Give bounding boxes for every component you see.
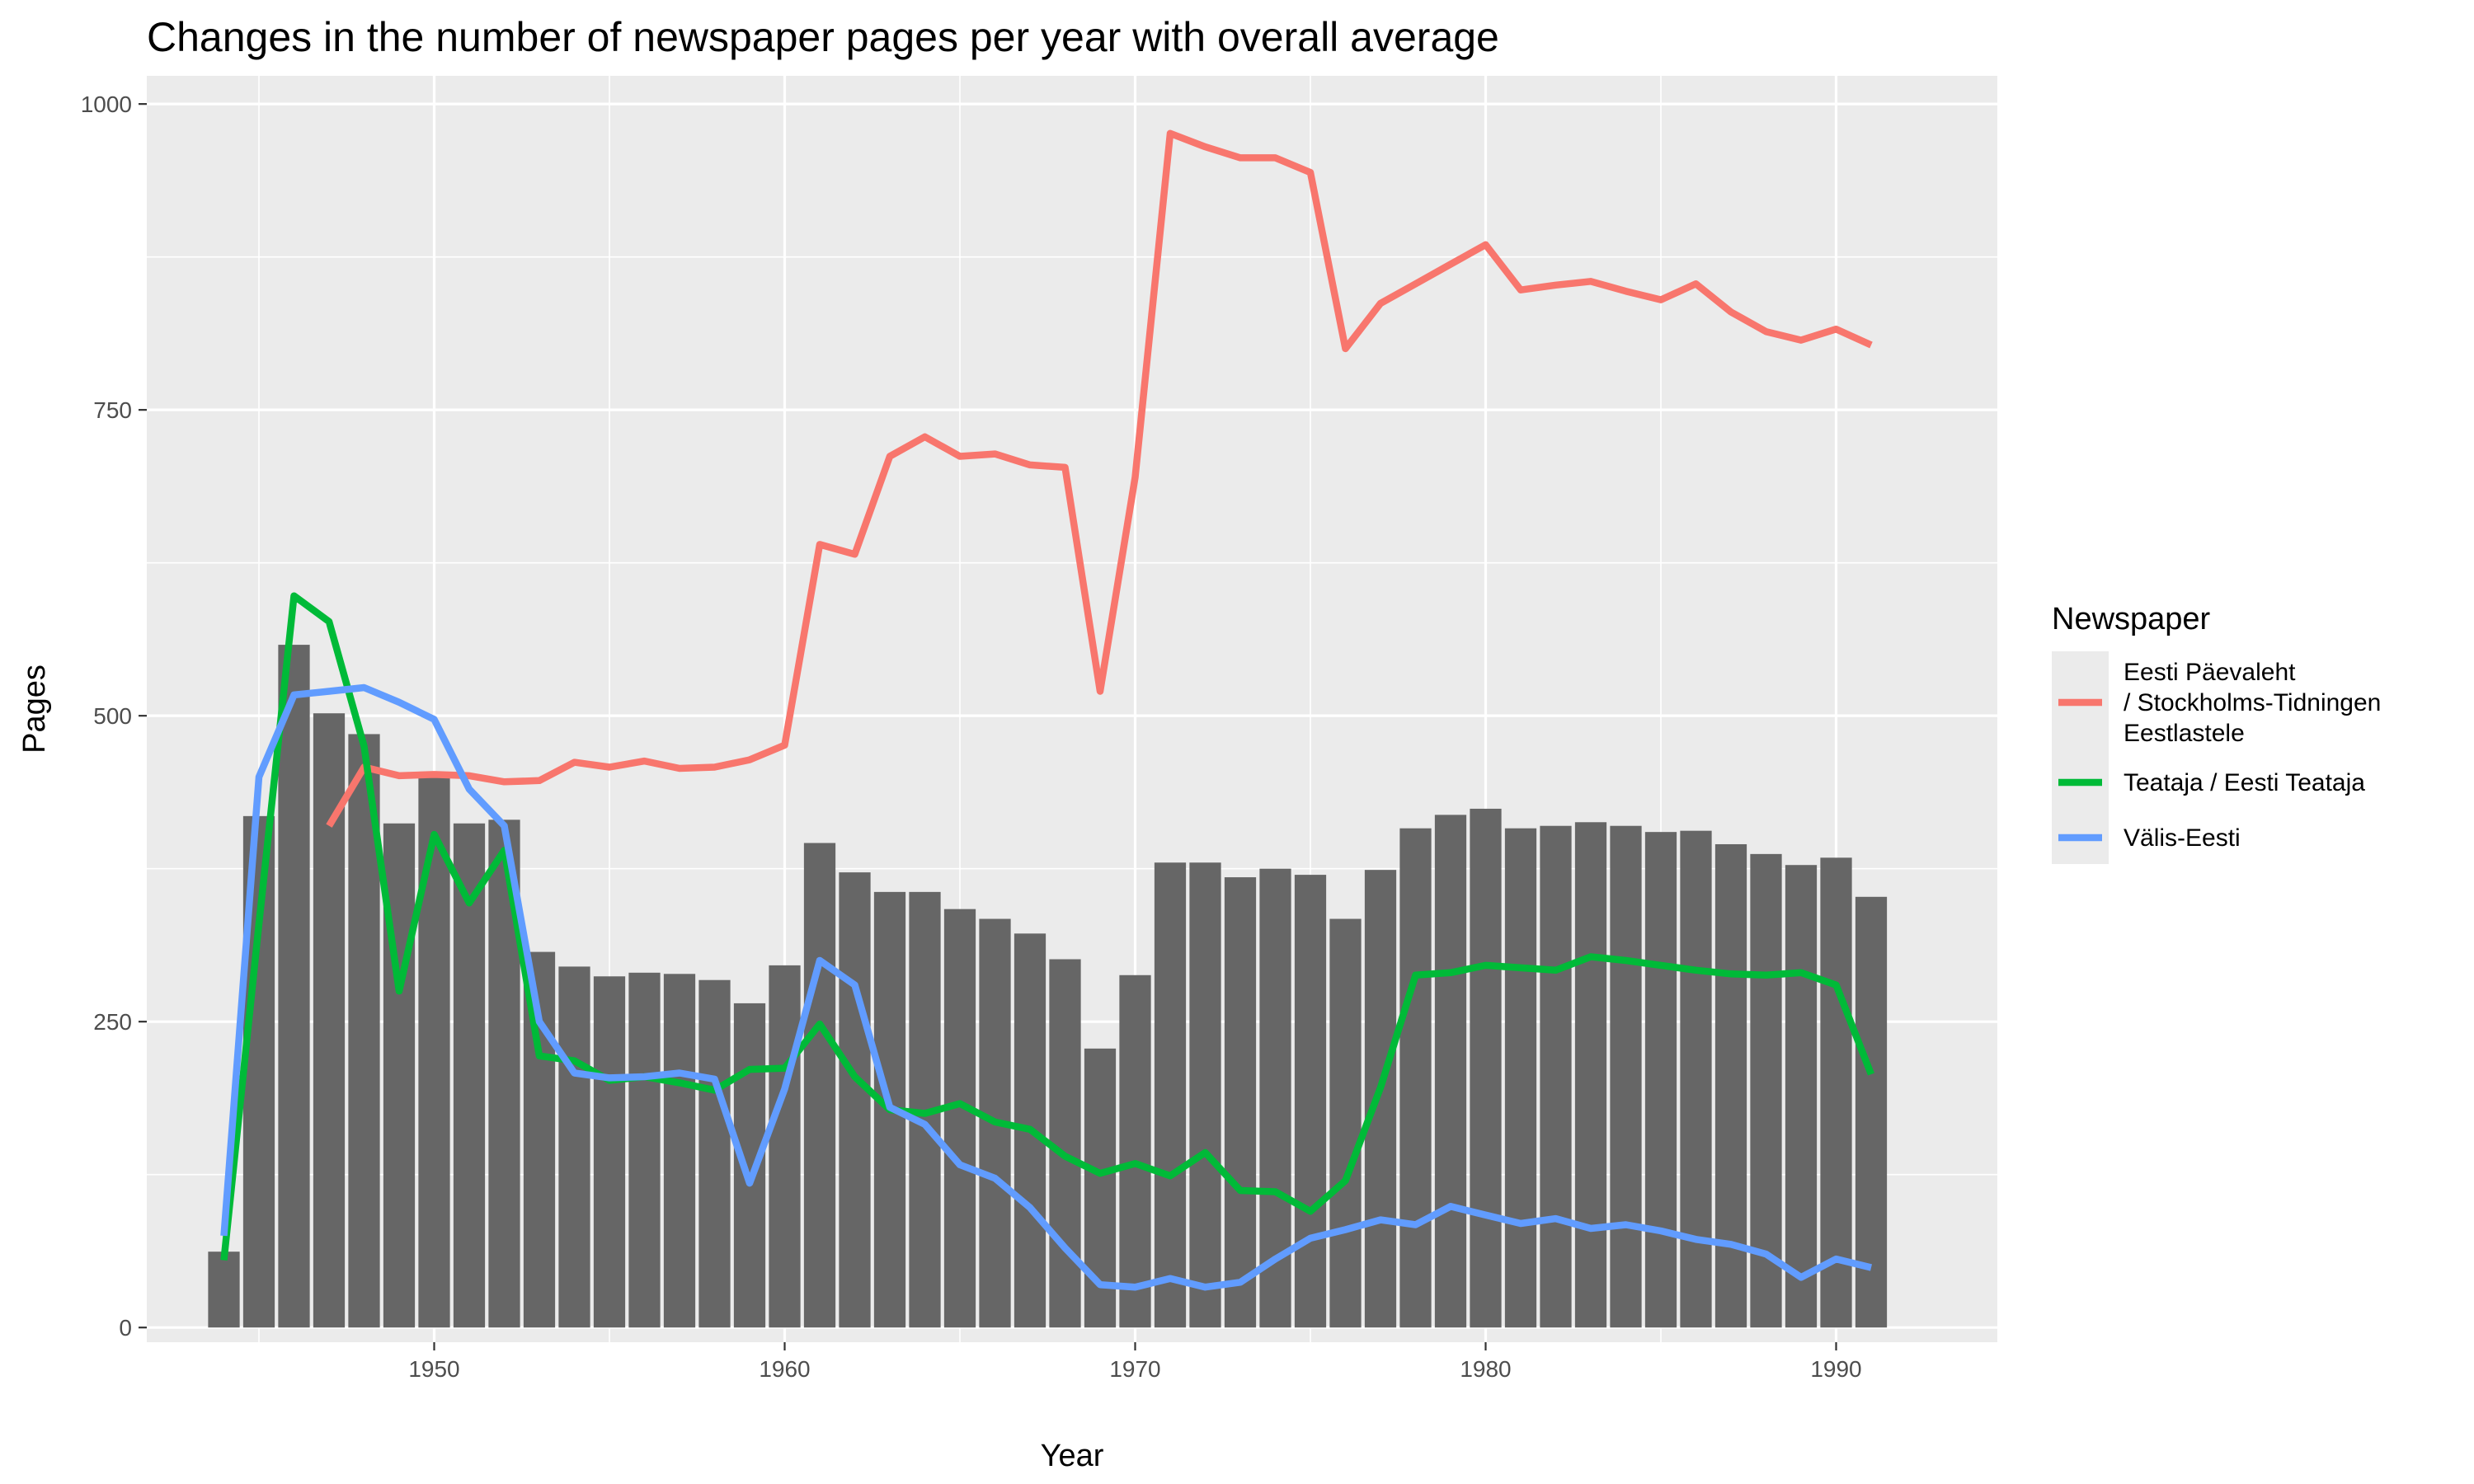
y-tick-label: 250 bbox=[93, 1009, 132, 1035]
y-tick-label: 500 bbox=[93, 703, 132, 729]
y-axis-title: Pages bbox=[17, 665, 52, 754]
series-lines bbox=[220, 129, 1874, 1291]
bar bbox=[593, 976, 626, 1328]
bar bbox=[1610, 825, 1642, 1328]
x-tick-label: 1950 bbox=[408, 1356, 459, 1382]
bar bbox=[839, 872, 871, 1328]
legend-title: Newspaper bbox=[2052, 602, 2211, 636]
bar bbox=[1820, 857, 1852, 1328]
bar bbox=[943, 909, 976, 1328]
legend-label: Teataja / Eesti Teataja bbox=[2124, 769, 2365, 796]
x-axis-title: Year bbox=[1041, 1439, 1104, 1473]
series-line-2 bbox=[220, 592, 1874, 1261]
bar bbox=[1785, 865, 1818, 1328]
bars bbox=[208, 645, 1888, 1328]
bar bbox=[1154, 862, 1187, 1328]
bar bbox=[1644, 832, 1677, 1328]
bar bbox=[453, 823, 486, 1328]
bar bbox=[1714, 843, 1747, 1328]
chart-title: Changes in the number of newspaper pages… bbox=[147, 14, 1499, 60]
x-tick-label: 1980 bbox=[1460, 1356, 1511, 1382]
x-tick-label: 1970 bbox=[1109, 1356, 1160, 1382]
x-tick-labels: 1950 1960 1970 1980 1990 bbox=[408, 1356, 1861, 1382]
bar bbox=[769, 965, 801, 1328]
bar bbox=[313, 713, 346, 1328]
legend-items: Eesti Päevaleht / Stockholms-Tidningen Ees… bbox=[2052, 651, 2381, 864]
bar bbox=[208, 1252, 240, 1328]
bar bbox=[1119, 974, 1151, 1328]
y-tick-label: 0 bbox=[119, 1315, 132, 1341]
bar bbox=[1399, 828, 1432, 1328]
y-tick-label: 1000 bbox=[81, 92, 132, 117]
x-tick-label: 1960 bbox=[759, 1356, 810, 1382]
x-tick-label: 1990 bbox=[1810, 1356, 1861, 1382]
bar bbox=[1470, 808, 1502, 1328]
y-tick-label: 750 bbox=[93, 397, 132, 423]
bar bbox=[628, 972, 661, 1328]
bar bbox=[1574, 822, 1607, 1328]
bar bbox=[698, 979, 731, 1328]
axis-ticks bbox=[139, 103, 1837, 1350]
legend: Newspaper Eesti Päevaleht / Stockholms-Ti… bbox=[2052, 602, 2381, 864]
bar bbox=[1189, 862, 1221, 1328]
legend-label: Eesti Päevaleht / Stockholms-Tidningen Ees… bbox=[2124, 659, 2381, 747]
bar bbox=[1049, 959, 1081, 1328]
bar bbox=[663, 974, 696, 1328]
bar bbox=[1224, 877, 1257, 1328]
bar bbox=[803, 843, 836, 1328]
bar bbox=[278, 645, 310, 1328]
series-line-3 bbox=[220, 683, 1873, 1291]
y-tick-labels: 0 250 500 750 1000 bbox=[81, 92, 132, 1341]
bar bbox=[1329, 918, 1362, 1328]
bar bbox=[1364, 870, 1397, 1328]
legend-label: Välis-Eesti bbox=[2124, 824, 2241, 852]
bar bbox=[1855, 896, 1888, 1328]
bar bbox=[1540, 825, 1572, 1328]
bar bbox=[1294, 875, 1327, 1328]
bar bbox=[1504, 828, 1537, 1328]
bar bbox=[1434, 815, 1467, 1328]
bar bbox=[558, 966, 590, 1328]
bar bbox=[733, 1003, 766, 1328]
bar bbox=[1680, 830, 1712, 1328]
series-line-1 bbox=[326, 129, 1873, 828]
